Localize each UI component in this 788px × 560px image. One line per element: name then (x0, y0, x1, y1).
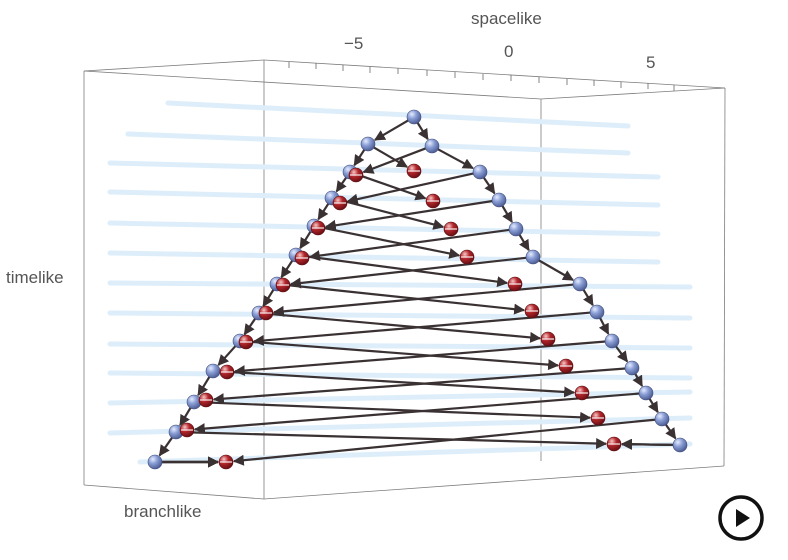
causal-edge (317, 201, 331, 221)
causal-edge (158, 435, 175, 457)
spacelike-axis-ticks (288, 62, 675, 91)
slice-band (107, 160, 661, 180)
spacelike-tick-label: 5 (646, 53, 656, 72)
causal-edge (198, 401, 592, 423)
causal-edge (435, 147, 474, 170)
blue-event-node (406, 109, 422, 125)
branchlike-axis-label: branchlike (124, 502, 202, 521)
causal-edge (632, 371, 644, 387)
slice-band (107, 280, 693, 290)
causal-edge (598, 315, 610, 335)
blue-event-node (360, 136, 376, 152)
causal-edge (299, 229, 313, 250)
slice-band (125, 131, 631, 156)
causal-edge (217, 370, 576, 398)
blue-event-node (638, 385, 654, 401)
causal-edge (233, 340, 608, 377)
blue-event-node (491, 192, 507, 208)
causal-edge (517, 232, 530, 252)
causal-edge (244, 340, 560, 371)
blue-event-node (604, 333, 620, 349)
causal-edge (289, 256, 529, 289)
causal-edge (324, 199, 495, 231)
blue-event-node (147, 454, 163, 470)
slice-band (107, 220, 661, 237)
causal-edge (481, 175, 496, 195)
causal-edge (197, 374, 212, 397)
causal-edge (647, 396, 659, 414)
bounding-box-frame (83, 59, 726, 500)
causal-edge (243, 316, 258, 336)
causal-edge (373, 118, 411, 141)
blue-event-node (508, 221, 524, 237)
slice-band (107, 250, 661, 265)
causal-edge (336, 198, 445, 230)
causal-edge (262, 287, 276, 308)
slice-band (107, 189, 661, 208)
spacelike-axis-label: spacelike (471, 9, 542, 28)
causal-edge (180, 431, 608, 450)
spacelike-tick-label: 0 (504, 42, 514, 61)
slice-band (107, 370, 693, 381)
blue-event-node (525, 249, 541, 265)
causal-edge (212, 367, 628, 405)
causal-edge (354, 172, 427, 201)
causal-edge (371, 145, 409, 168)
causal-edge (500, 203, 513, 224)
causal-edge (193, 392, 642, 435)
causal-edge (308, 228, 512, 262)
blue-event-node (672, 437, 688, 453)
causal-edge (263, 312, 542, 343)
causal-edge (179, 405, 193, 427)
blue-event-node (424, 138, 440, 154)
causal-edges (158, 118, 677, 468)
blue-event-node (624, 360, 640, 376)
causal-edge (280, 258, 295, 279)
blue-event-node (205, 363, 221, 379)
blue-event-node (472, 164, 488, 180)
causal-edge (536, 258, 575, 281)
events (147, 109, 688, 470)
play-circle-icon (718, 495, 764, 541)
causal-edge (663, 422, 677, 440)
blue-event-node (654, 411, 670, 427)
causal-edge (613, 344, 629, 363)
slice-band (107, 341, 693, 351)
blue-event-node (572, 276, 588, 292)
play-button[interactable] (717, 494, 765, 542)
causal-edge (346, 171, 476, 205)
timelike-axis-label: timelike (6, 268, 64, 287)
causal-edge (415, 120, 429, 141)
causal-edge (281, 283, 526, 315)
causal-edge (353, 147, 367, 167)
blue-event-node (186, 394, 202, 410)
causal-edge (252, 311, 593, 346)
causal-edge (232, 418, 658, 466)
causal-edge (217, 343, 238, 366)
causal-edge (300, 254, 509, 288)
causal-edge (272, 283, 576, 317)
causal-edge (362, 146, 428, 174)
spacelike-tick-label: −5 (344, 34, 364, 53)
slice-band (165, 100, 631, 129)
causal-edge (335, 175, 349, 193)
causal-edge (318, 225, 461, 259)
causal-edge (620, 438, 676, 450)
causal-edge (581, 287, 594, 307)
blue-event-node (589, 304, 605, 320)
